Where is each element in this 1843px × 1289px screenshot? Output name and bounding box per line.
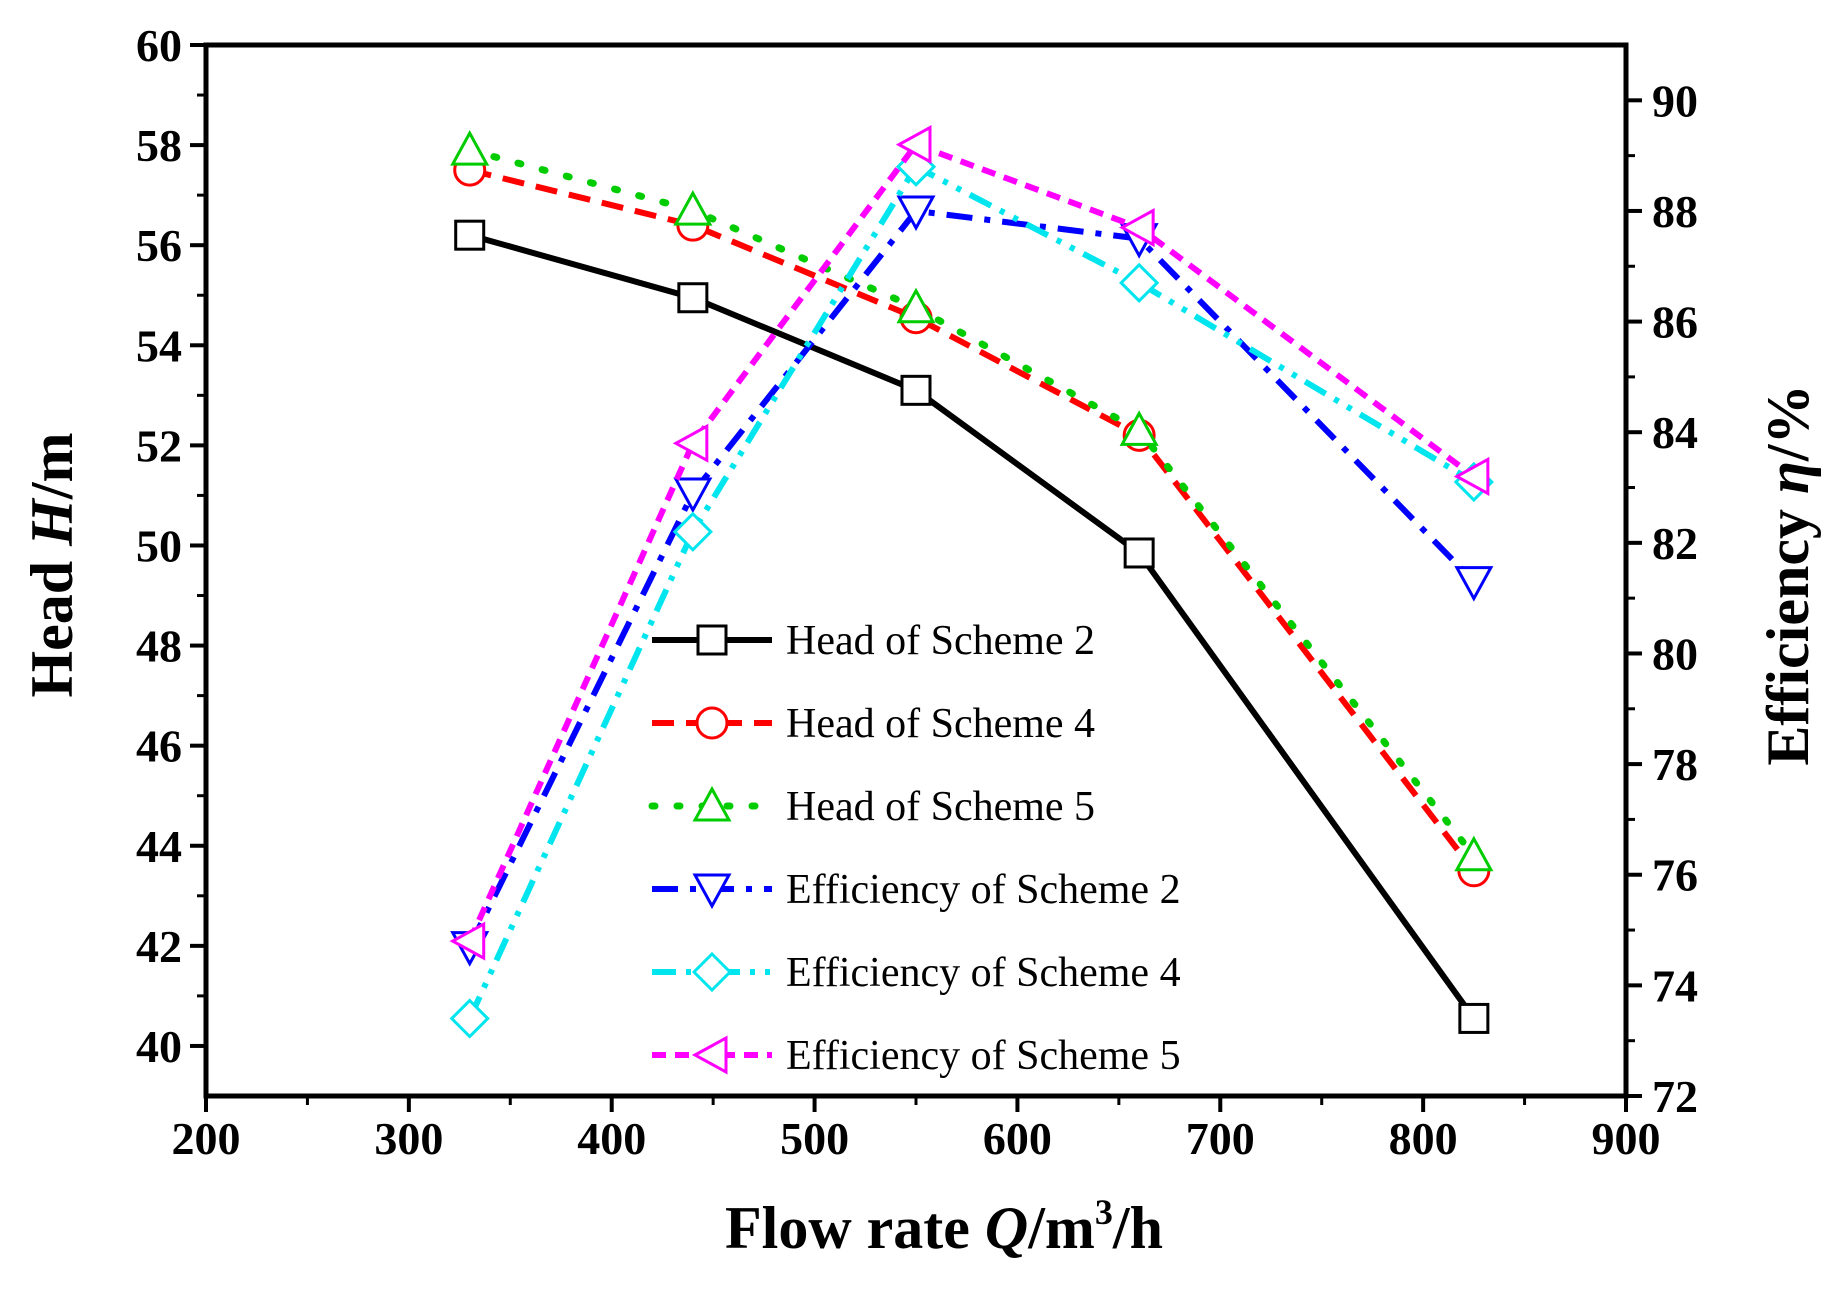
legend-marker xyxy=(691,1035,728,1075)
data-point xyxy=(673,190,713,226)
data-point xyxy=(672,511,713,552)
y-right-tick-label: 90 xyxy=(1652,75,1698,126)
data-point xyxy=(1119,410,1159,446)
x-tick-label: 900 xyxy=(1592,1113,1661,1164)
data-point xyxy=(673,477,713,514)
data-point xyxy=(672,423,709,463)
legend-label: Efficiency of Scheme 2 xyxy=(786,867,1181,913)
series-line xyxy=(468,167,1477,873)
x-tick-label: 600 xyxy=(983,1113,1052,1164)
y-right-tick-label: 82 xyxy=(1652,518,1698,569)
y-left-tick-label: 60 xyxy=(136,20,182,71)
y-left-tick-label: 52 xyxy=(136,420,182,471)
legend-item: Head of Scheme 5 xyxy=(648,784,1095,830)
data-point xyxy=(1454,835,1494,872)
legend-label: Head of Scheme 5 xyxy=(786,784,1095,830)
data-point xyxy=(896,195,936,232)
y-axis-left-title: Head H/m xyxy=(19,433,85,698)
y-left-tick-label: 46 xyxy=(136,721,182,772)
legend-label: Efficiency of Scheme 4 xyxy=(786,950,1181,996)
y-right-tick-label: 72 xyxy=(1652,1071,1698,1122)
y-right-tick-label: 80 xyxy=(1652,628,1698,679)
series-2 xyxy=(453,153,1491,888)
x-tick-label: 800 xyxy=(1389,1113,1458,1164)
series-line xyxy=(466,146,1478,860)
series-3 xyxy=(450,129,1494,872)
legend-label: Head of Scheme 4 xyxy=(786,701,1095,747)
legend-item: Head of Scheme 2 xyxy=(652,618,1095,664)
legend-label: Head of Scheme 2 xyxy=(786,618,1095,664)
y-left-tick-label: 44 xyxy=(136,821,182,872)
y-right-tick-label: 76 xyxy=(1652,850,1698,901)
y-right-tick-label: 86 xyxy=(1652,297,1698,348)
y-left-tick-label: 58 xyxy=(136,120,182,171)
series-4 xyxy=(450,195,1494,967)
series-1 xyxy=(454,219,1490,1034)
data-point xyxy=(677,282,709,314)
legend-marker xyxy=(691,951,733,993)
y-left-tick-label: 42 xyxy=(136,921,182,972)
y-right-tick-label: 78 xyxy=(1652,739,1698,790)
series-6 xyxy=(449,125,1490,961)
y-left-tick-label: 54 xyxy=(136,320,182,371)
y-left-tick-label: 40 xyxy=(136,1021,182,1072)
y-axis-right-title: Efficiency η/% xyxy=(1755,384,1821,765)
x-tick-label: 700 xyxy=(1186,1113,1255,1164)
legend-label: Efficiency of Scheme 5 xyxy=(786,1033,1181,1079)
legend-item: Efficiency of Scheme 5 xyxy=(652,1033,1181,1079)
series-line xyxy=(467,207,1477,948)
legend-marker xyxy=(692,785,732,822)
x-tick-label: 200 xyxy=(172,1113,241,1164)
series-layer xyxy=(449,125,1494,1039)
axis-ticks: 200 300 400 500 600 700 800 900 40 42 44 46 48 50 52 54… xyxy=(136,20,1698,1164)
y-left-tick-label: 56 xyxy=(136,220,182,271)
legend-marker xyxy=(696,624,728,656)
data-point xyxy=(1119,262,1160,303)
data-point xyxy=(1458,1002,1490,1034)
y-left-tick-label: 50 xyxy=(136,520,182,571)
data-point xyxy=(900,374,932,406)
x-tick-label: 500 xyxy=(780,1113,849,1164)
x-axis-title: Flow rate Q/m3/h xyxy=(725,1192,1163,1261)
data-point xyxy=(449,921,486,961)
data-point xyxy=(1454,566,1494,602)
y-right-tick-label: 88 xyxy=(1652,186,1698,237)
data-point xyxy=(1119,208,1155,248)
data-point xyxy=(896,287,936,324)
y-right-tick-label: 74 xyxy=(1652,960,1698,1011)
data-point xyxy=(449,998,490,1039)
x-tick-label: 400 xyxy=(577,1113,646,1164)
data-point xyxy=(454,219,486,251)
data-point xyxy=(895,125,932,165)
legend-marker xyxy=(695,706,729,740)
x-tick-label: 300 xyxy=(374,1113,443,1164)
legend-item: Head of Scheme 4 xyxy=(652,701,1095,747)
data-point xyxy=(1453,456,1490,496)
legend-marker xyxy=(692,873,732,910)
y-right-tick-label: 84 xyxy=(1652,407,1698,458)
legend: Head of Scheme 2 Head of Scheme 4 Head of … xyxy=(648,618,1181,1079)
series-line xyxy=(466,141,1476,943)
legend-item: Efficiency of Scheme 2 xyxy=(652,867,1181,913)
data-point xyxy=(1123,537,1155,569)
legend-item: Efficiency of Scheme 4 xyxy=(652,950,1181,996)
y-left-tick-label: 48 xyxy=(136,621,182,672)
data-point xyxy=(450,129,490,166)
